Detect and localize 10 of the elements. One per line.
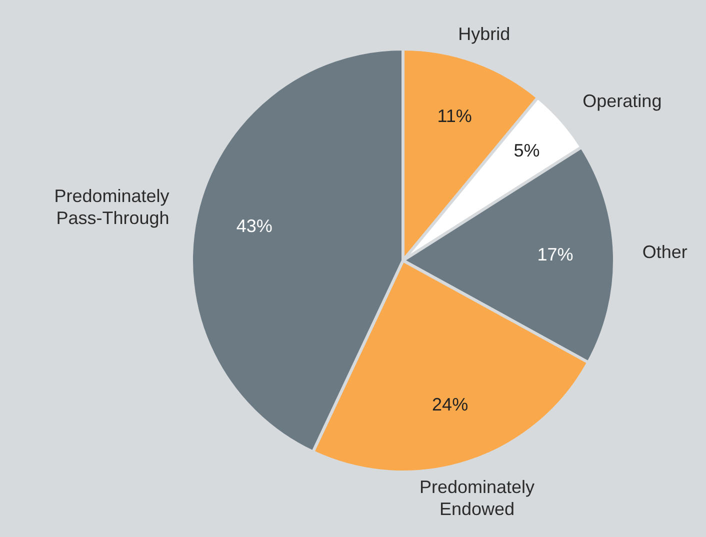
slice-label: Operating [582,91,662,112]
slice-label: Predominately Endowed [419,477,535,520]
data-label: 24% [432,394,468,414]
slice-label: Other [642,242,688,262]
data-label: 5% [514,140,540,160]
slice-label: Predominately Pass-Through [54,186,170,228]
data-label: 43% [236,216,272,236]
data-label: 17% [537,244,574,265]
slice-label: Hybrid [458,24,510,44]
data-label: 11% [437,106,472,126]
